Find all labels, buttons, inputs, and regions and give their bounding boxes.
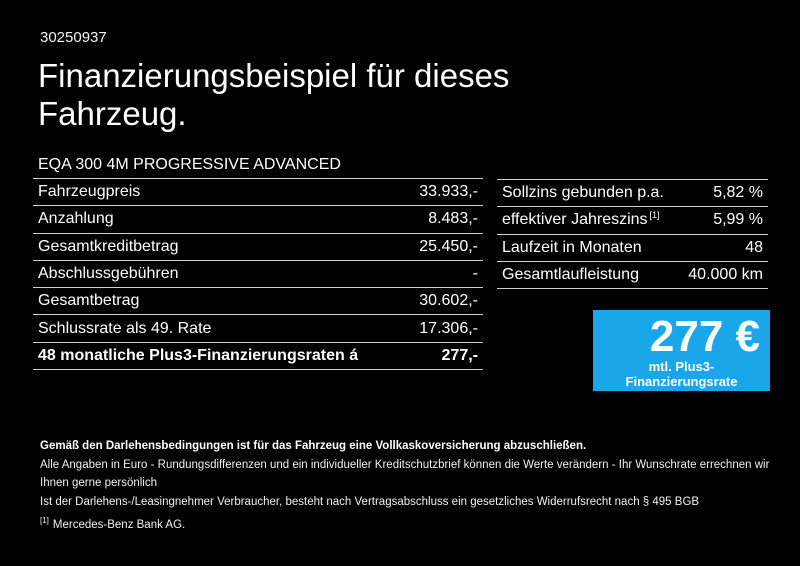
bank-reference: [1] Mercedes-Benz Bank AG. (40, 516, 775, 535)
table-row-nominal-interest: Sollzins gebunden p.a. 5,82 % (497, 180, 768, 208)
table-row-total-mileage: Gesamtlaufleistung 40.000 km (497, 262, 768, 290)
table-row-vehicle-price: Fahrzeugpreis 33.933,- (33, 179, 483, 207)
row-label-text: effektiver Jahreszins (502, 211, 648, 229)
conditions-table: Sollzins gebunden p.a. 5,82 % effektiver… (497, 179, 768, 290)
footnote-marker: [1] (649, 210, 660, 221)
row-label: effektiver Jahreszins [1] (502, 211, 660, 229)
table-row-term-months: Laufzeit in Monaten 48 (497, 235, 768, 262)
row-value: 40.000 km (688, 266, 763, 284)
monthly-rate-caption: mtl. Plus3-Finanzierungsrate (625, 359, 738, 389)
row-value: 5,82 % (713, 184, 763, 202)
row-label: Gesamtlaufleistung (502, 266, 639, 284)
row-value: 5,99 % (713, 211, 763, 229)
row-label: Gesamtbetrag (38, 292, 140, 310)
row-value: 30.602,- (419, 292, 478, 310)
row-label: Laufzeit in Monaten (502, 238, 642, 256)
withdrawal-note: Ist der Darlehens-/Leasingnehmer Verbrau… (40, 495, 700, 508)
table-row-closing-fees: Abschlussgebühren - (33, 261, 483, 289)
row-label: Anzahlung (38, 210, 114, 228)
row-label: Sollzins gebunden p.a. (502, 184, 664, 202)
monthly-rate-box: 277 € mtl. Plus3-Finanzierungsrate (593, 310, 770, 391)
row-value: 277,- (441, 346, 478, 364)
page-title-line-1: Finanzierungsbeispiel für dieses (38, 57, 510, 94)
footnotes: Gemäß den Darlehensbedingungen ist für d… (40, 437, 775, 535)
row-value: 33.933,- (419, 183, 478, 201)
finance-table: EQA 300 4M PROGRESSIVE ADVANCED Fahrzeug… (33, 151, 483, 371)
row-label: Abschlussgebühren (38, 265, 179, 283)
general-note: Alle Angaben in Euro - Rundungsdifferenz… (40, 458, 770, 490)
page-title: Finanzierungsbeispiel für dieses Fahrzeu… (38, 57, 509, 133)
document-id: 30250937 (40, 29, 107, 46)
page-title-line-2: Fahrzeug. (38, 95, 187, 132)
table-row-down-payment: Anzahlung 8.483,- (33, 206, 483, 234)
table-row-monthly-installments: 48 monatliche Plus3-Finanzierungsraten á… (33, 343, 483, 371)
monthly-rate-amount: 277 € (649, 312, 760, 361)
row-value: 48 (745, 238, 763, 256)
row-value: 17.306,- (419, 319, 478, 337)
insurance-note: Gemäß den Darlehensbedingungen ist für d… (40, 440, 587, 452)
table-row-final-installment: Schlussrate als 49. Rate 17.306,- (33, 315, 483, 343)
row-value: 8.483,- (428, 210, 478, 228)
row-label: 48 monatliche Plus3-Finanzierungsraten á (38, 346, 359, 364)
vehicle-model-header-row: EQA 300 4M PROGRESSIVE ADVANCED (33, 151, 483, 179)
footnote-marker: [1] (40, 516, 49, 526)
vehicle-model: EQA 300 4M PROGRESSIVE ADVANCED (38, 155, 341, 173)
table-row-total-credit: Gesamtkreditbetrag 25.450,- (33, 234, 483, 261)
bank-reference-text: Mercedes-Benz Bank AG. (52, 519, 186, 531)
row-value: 25.450,- (419, 237, 478, 255)
row-label: Fahrzeugpreis (38, 183, 141, 201)
table-row-total-amount: Gesamtbetrag 30.602,- (33, 288, 483, 316)
row-label: Schlussrate als 49. Rate (38, 319, 212, 337)
table-row-effective-interest: effektiver Jahreszins [1] 5,99 % (497, 207, 768, 235)
row-label: Gesamtkreditbetrag (38, 237, 179, 255)
row-value: - (472, 265, 478, 283)
